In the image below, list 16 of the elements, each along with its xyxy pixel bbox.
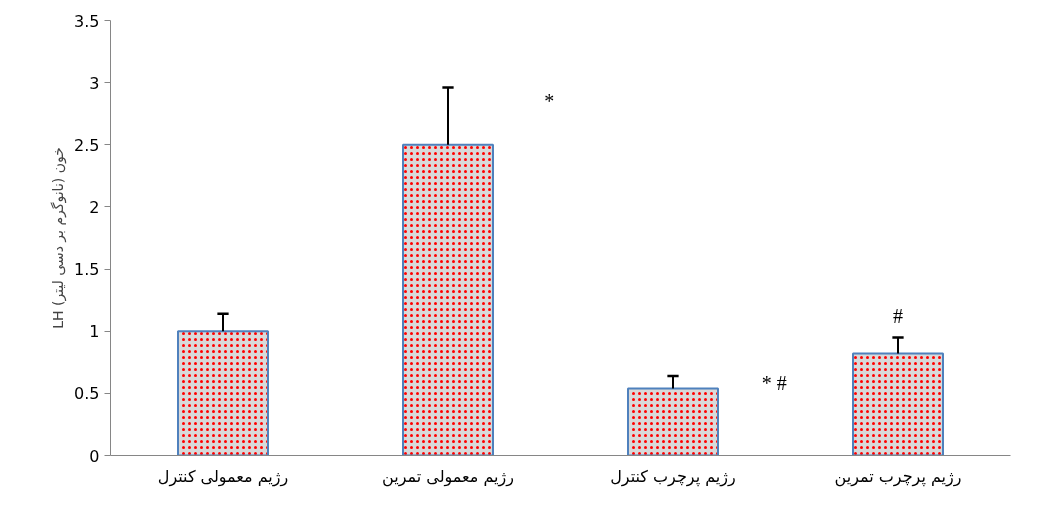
annotation: * [544, 90, 555, 113]
y-axis-title: LH خون (نانوگرم بر دسی لیتر) [50, 147, 68, 329]
annotation: # [893, 305, 903, 328]
x-tick-label: رژیم معمولی تمرین [382, 466, 514, 487]
x-tick-label: رژیم پرچرب تمرین [834, 466, 962, 487]
y-tick-label: 1 [89, 322, 100, 342]
y-tick-label: 0 [89, 446, 100, 466]
y-tick-label: 3 [89, 73, 100, 93]
x-tick-label: رژیم معمولی کنترل [157, 466, 289, 487]
y-tick-label: 2 [89, 197, 100, 217]
annotation: * # [761, 372, 787, 395]
y-tick-label: 1.5 [74, 260, 100, 280]
y-tick-label: 0.5 [74, 384, 100, 404]
y-tick-label: 2.5 [74, 135, 100, 155]
y-tick-label: 3.5 [74, 11, 100, 31]
x-tick-label: رژیم پرچرب کنترل [610, 466, 736, 487]
